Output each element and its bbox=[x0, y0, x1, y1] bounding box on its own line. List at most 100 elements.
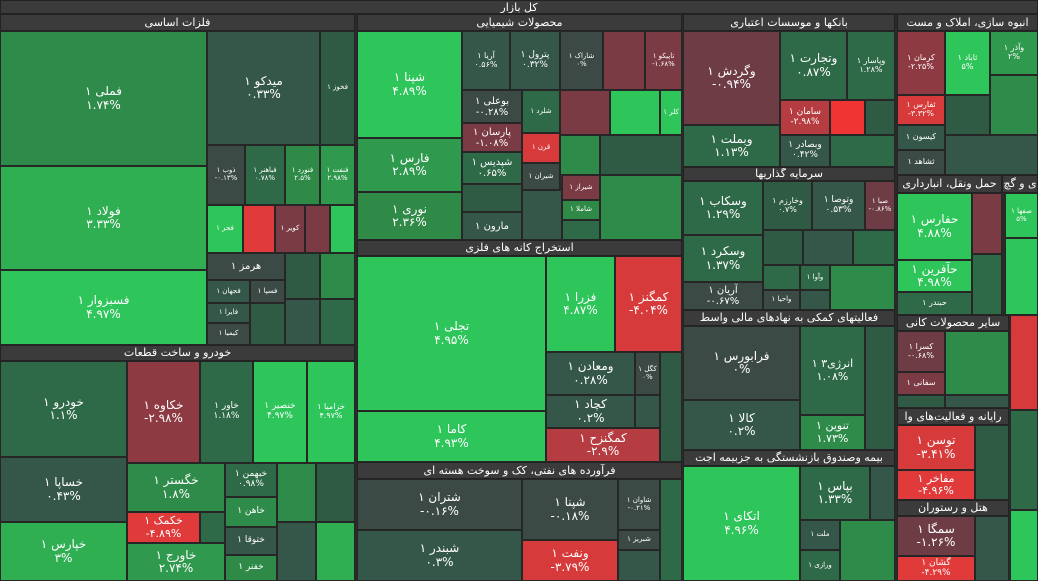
stock-tile[interactable]: ذوب ۱ -۰.۱۳% bbox=[207, 145, 245, 205]
stock-tile[interactable]: ورازی ۱ bbox=[800, 550, 840, 581]
stock-tile[interactable]: شپنا ۱ -۰.۱۸% bbox=[522, 479, 618, 540]
stock-tile[interactable]: شبریز ۱ bbox=[618, 530, 660, 550]
stock-symbol: فسپا ۱ bbox=[257, 286, 278, 295]
stock-tile[interactable]: شاراک ۱ ۰% bbox=[560, 31, 603, 90]
stock-tile[interactable]: مارون ۱ bbox=[462, 212, 522, 240]
stock-tile[interactable]: فجهان ۱ bbox=[207, 280, 250, 303]
stock-tile[interactable]: وبصادر ۱ ۰.۴۲% bbox=[780, 135, 830, 167]
stock-tile[interactable]: کچاد ۱ ۰.۲% bbox=[546, 395, 635, 428]
stock-tile[interactable]: اتکای ۱ ۴.۹۶% bbox=[683, 466, 800, 581]
stock-tile[interactable]: شاوان ۱ -۰.۲۱% bbox=[618, 479, 660, 530]
stock-tile[interactable]: انرژی۳ ۱ ۱.۰۸% bbox=[800, 326, 865, 415]
stock-tile[interactable]: خکاوه ۱ -۲.۹۸% bbox=[127, 361, 200, 463]
stock-tile[interactable]: فایرا ۱ bbox=[207, 303, 250, 323]
stock-tile[interactable]: کسرا ۱ -۰.۶۸% bbox=[897, 331, 945, 372]
stock-tile[interactable]: وتجارت ۱ ۰.۸۷% bbox=[780, 31, 847, 100]
stock-tile[interactable]: شیراز ۱ bbox=[562, 175, 600, 200]
stock-tile[interactable]: کگل ۱ ۰% bbox=[635, 352, 660, 395]
stock-tile[interactable]: فرابورس ۱ ۰% bbox=[683, 326, 800, 400]
stock-tile[interactable]: توسن ۱ -۳.۴۱% bbox=[897, 425, 975, 470]
stock-tile[interactable]: قرن ۱ bbox=[522, 133, 560, 163]
stock-tile[interactable]: نوری ۱ ۲.۳۶% bbox=[357, 192, 462, 240]
stock-tile[interactable]: کمگنز ۱ -۴.۰۴% bbox=[615, 256, 682, 352]
stock-tile[interactable]: کالا ۱ ۰.۲% bbox=[683, 400, 800, 450]
stock-tile[interactable]: شاملا ۱ bbox=[562, 200, 600, 220]
stock-tile[interactable]: کمگنزح ۱ -۲.۹% bbox=[546, 428, 660, 462]
stock-tile[interactable]: خفنر ۱ bbox=[225, 555, 277, 581]
stock-tile[interactable]: فجر ۱ bbox=[207, 205, 243, 253]
stock-tile[interactable]: وآذر ۱ ۲% bbox=[990, 31, 1038, 75]
stock-tile[interactable]: شلرد ۱ bbox=[522, 90, 560, 133]
stock-tile[interactable]: آریا ۱ ۰.۵۶% bbox=[462, 31, 510, 90]
stock-tile[interactable]: خنصیر ۱ ۴.۹۷% bbox=[253, 361, 307, 463]
stock-tile[interactable]: کیمیا ۱ bbox=[207, 323, 250, 345]
stock-tile[interactable]: تاپیکو ۱ -۱.۶۸% bbox=[645, 31, 682, 90]
stock-tile[interactable]: فنورد ۱ ۲.۵% bbox=[285, 145, 320, 205]
stock-tile[interactable]: حآفرین ۱ ۴.۹۸% bbox=[897, 260, 972, 292]
stock-tile[interactable]: شیران ۱ bbox=[522, 163, 560, 190]
stock-tile[interactable]: بپاس ۱ ۱.۳۳% bbox=[800, 466, 870, 520]
stock-tile[interactable]: ملت ۱ bbox=[800, 520, 840, 550]
stock-tile[interactable]: شپدیس ۱ ۰.۶۵% bbox=[462, 152, 522, 184]
stock-tile[interactable]: آریان ۱ -۰.۶۷% bbox=[683, 282, 763, 310]
stock-tile[interactable]: خاور ۱ ۱.۱۸% bbox=[200, 361, 253, 463]
stock-tile[interactable]: صبا ۱ -۰.۸۶% bbox=[865, 181, 895, 230]
stock-tile[interactable]: مفاخر ۱ -۴.۹۶% bbox=[897, 470, 975, 500]
stock-tile[interactable]: خودرو ۱ ۱.۱% bbox=[0, 361, 127, 457]
stock-tile[interactable]: وپاسار ۱ ۱.۲۸% bbox=[847, 31, 895, 100]
stock-tile[interactable]: تجلی ۱ ۴.۹۵% bbox=[357, 256, 546, 411]
stock-tile[interactable]: خبهمن ۱ ۰.۹۸% bbox=[225, 463, 277, 497]
stock-tile[interactable]: ختوقا ۱ bbox=[225, 527, 277, 555]
stock-tile[interactable]: فنفت ۱ ۲.۹۸% bbox=[320, 145, 355, 205]
stock-tile[interactable]: فباهنر ۱ ۰.۷۸% bbox=[245, 145, 285, 205]
stock-tile[interactable]: بوعلی ۱ -۰.۲۸% bbox=[462, 90, 522, 123]
stock-tile[interactable]: خزامیا ۱ ۴.۹۷% bbox=[307, 361, 355, 463]
stock-tile[interactable]: خاهن ۱ bbox=[225, 497, 277, 527]
stock-tile[interactable]: شپنا ۱ ۴.۸۹% bbox=[357, 31, 462, 138]
stock-tile[interactable]: کویر ۱ bbox=[275, 205, 305, 253]
stock-tile[interactable]: ثفارس ۱ -۳.۳۲% bbox=[897, 95, 945, 125]
stock-tile[interactable]: خساپا ۱ ۰.۴۳% bbox=[0, 457, 127, 522]
stock-tile[interactable]: فملی ۱ ۱.۷۴% bbox=[0, 31, 207, 166]
stock-tile[interactable]: گشان ۱ -۴.۲۹% bbox=[897, 556, 975, 581]
stock-tile[interactable]: هرمز ۱ bbox=[207, 253, 285, 280]
stock-tile[interactable]: صفها ۱ ۵% bbox=[1005, 193, 1038, 238]
stock-tile[interactable]: سمگا ۱ -۱.۲۶% bbox=[897, 516, 975, 556]
stock-tile[interactable]: کرمان ۱ -۲.۲۵% bbox=[897, 31, 945, 95]
stock-tile[interactable]: وبملت ۱ ۱.۱۳% bbox=[683, 125, 780, 167]
stock-tile[interactable]: وتوصا ۱ ۰.۵۳% bbox=[812, 181, 865, 230]
stock-tile[interactable]: سفانی ۱ bbox=[897, 372, 945, 395]
stock-tile[interactable]: میدکو ۱ ۰.۳۳% bbox=[207, 31, 320, 145]
stock-tile[interactable]: حفارس ۱ ۴.۸۸% bbox=[897, 193, 972, 260]
stock-tile[interactable]: کاما ۱ ۴.۹۳% bbox=[357, 411, 546, 462]
stock-tile[interactable]: خاورج ۱ ۲.۷۴% bbox=[127, 543, 225, 581]
stock-tile[interactable]: ومعادن ۱ ۰.۲۸% bbox=[546, 352, 635, 395]
stock-tile[interactable]: ثاباد ۱ ۵% bbox=[945, 31, 990, 95]
stock-tile[interactable]: خپارس ۱ ۳% bbox=[0, 522, 127, 581]
stock-tile[interactable]: وسکرد ۱ ۱.۳۷% bbox=[683, 235, 763, 282]
stock-tile[interactable]: ونفت ۱ -۳.۷۹% bbox=[522, 540, 618, 581]
stock-tile[interactable]: خکمک ۱ -۴.۸۹% bbox=[127, 512, 200, 543]
stock-tile[interactable]: شبندر ۱ ۰.۳% bbox=[357, 530, 522, 581]
stock-tile[interactable]: واحیا ۱ bbox=[763, 290, 800, 310]
stock-tile[interactable]: فسپا ۱ bbox=[250, 280, 285, 303]
stock-tile[interactable]: تنوین ۱ ۱.۷۳% bbox=[800, 415, 865, 450]
stock-tile[interactable]: فارس ۱ ۲.۸۹% bbox=[357, 138, 462, 192]
stock-tile[interactable]: سامان ۱ -۲.۹۸% bbox=[780, 100, 830, 135]
stock-tile[interactable]: حبندر ۱ bbox=[897, 292, 972, 315]
stock-tile[interactable]: کیسون ۱ bbox=[897, 125, 945, 150]
stock-tile[interactable]: فزرا ۱ ۴.۸۷% bbox=[546, 256, 615, 352]
stock-tile[interactable]: فولاد ۱ ۳.۳۳% bbox=[0, 166, 207, 270]
stock-tile[interactable]: ثشاهد ۱ bbox=[897, 150, 945, 175]
stock-tile[interactable]: وآوا ۱ bbox=[800, 265, 830, 290]
stock-tile[interactable]: فخوز ۱ bbox=[320, 31, 355, 145]
stock-tile[interactable]: وخارزم ۱ ۰.۷% bbox=[763, 181, 812, 230]
stock-tile[interactable]: خگستر ۱ ۱.۸% bbox=[127, 463, 225, 512]
stock-tile[interactable]: شتران ۱ -۰.۱۶% bbox=[357, 479, 522, 530]
stock-tile[interactable]: فسبزوار ۱ ۴.۹۷% bbox=[0, 270, 207, 345]
stock-tile[interactable]: وگردش ۱ -۰.۹۴% bbox=[683, 31, 780, 125]
stock-tile[interactable]: پارسان ۱ -۱.۰۸% bbox=[462, 123, 522, 152]
stock-tile[interactable]: پترول ۱ ۰.۳۲% bbox=[510, 31, 560, 90]
stock-tile[interactable]: وسکاب ۱ ۱.۲۹% bbox=[683, 181, 763, 235]
stock-tile[interactable]: کلر ۱ bbox=[660, 90, 682, 135]
